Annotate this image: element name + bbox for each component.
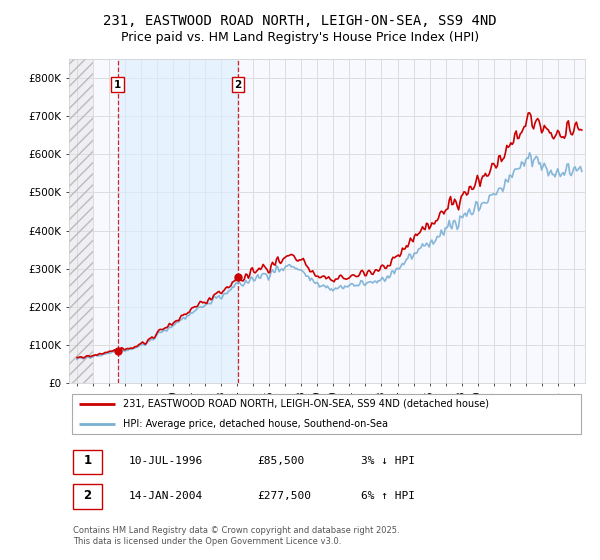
FancyBboxPatch shape [73,484,101,508]
Text: HPI: Average price, detached house, Southend-on-Sea: HPI: Average price, detached house, Sout… [123,419,388,430]
Text: 14-JAN-2004: 14-JAN-2004 [128,491,203,501]
Bar [69,59,93,383]
Text: £85,500: £85,500 [257,456,305,466]
Text: 2: 2 [234,80,242,90]
FancyBboxPatch shape [71,394,581,434]
Text: £277,500: £277,500 [257,491,311,501]
FancyBboxPatch shape [73,450,101,474]
Text: 1: 1 [114,80,121,90]
Text: 6% ↑ HPI: 6% ↑ HPI [361,491,415,501]
Text: 10-JUL-1996: 10-JUL-1996 [128,456,203,466]
Bar [69,59,93,383]
Text: Contains HM Land Registry data © Crown copyright and database right 2025.
This d: Contains HM Land Registry data © Crown c… [73,526,400,545]
Text: Price paid vs. HM Land Registry's House Price Index (HPI): Price paid vs. HM Land Registry's House … [121,31,479,44]
Text: 231, EASTWOOD ROAD NORTH, LEIGH-ON-SEA, SS9 4ND (detached house): 231, EASTWOOD ROAD NORTH, LEIGH-ON-SEA, … [123,399,489,409]
Text: 231, EASTWOOD ROAD NORTH, LEIGH-ON-SEA, SS9 4ND: 231, EASTWOOD ROAD NORTH, LEIGH-ON-SEA, … [103,14,497,28]
Text: 2: 2 [83,489,92,502]
Bar [118,59,238,383]
Text: 1: 1 [83,454,92,468]
Text: 3% ↓ HPI: 3% ↓ HPI [361,456,415,466]
